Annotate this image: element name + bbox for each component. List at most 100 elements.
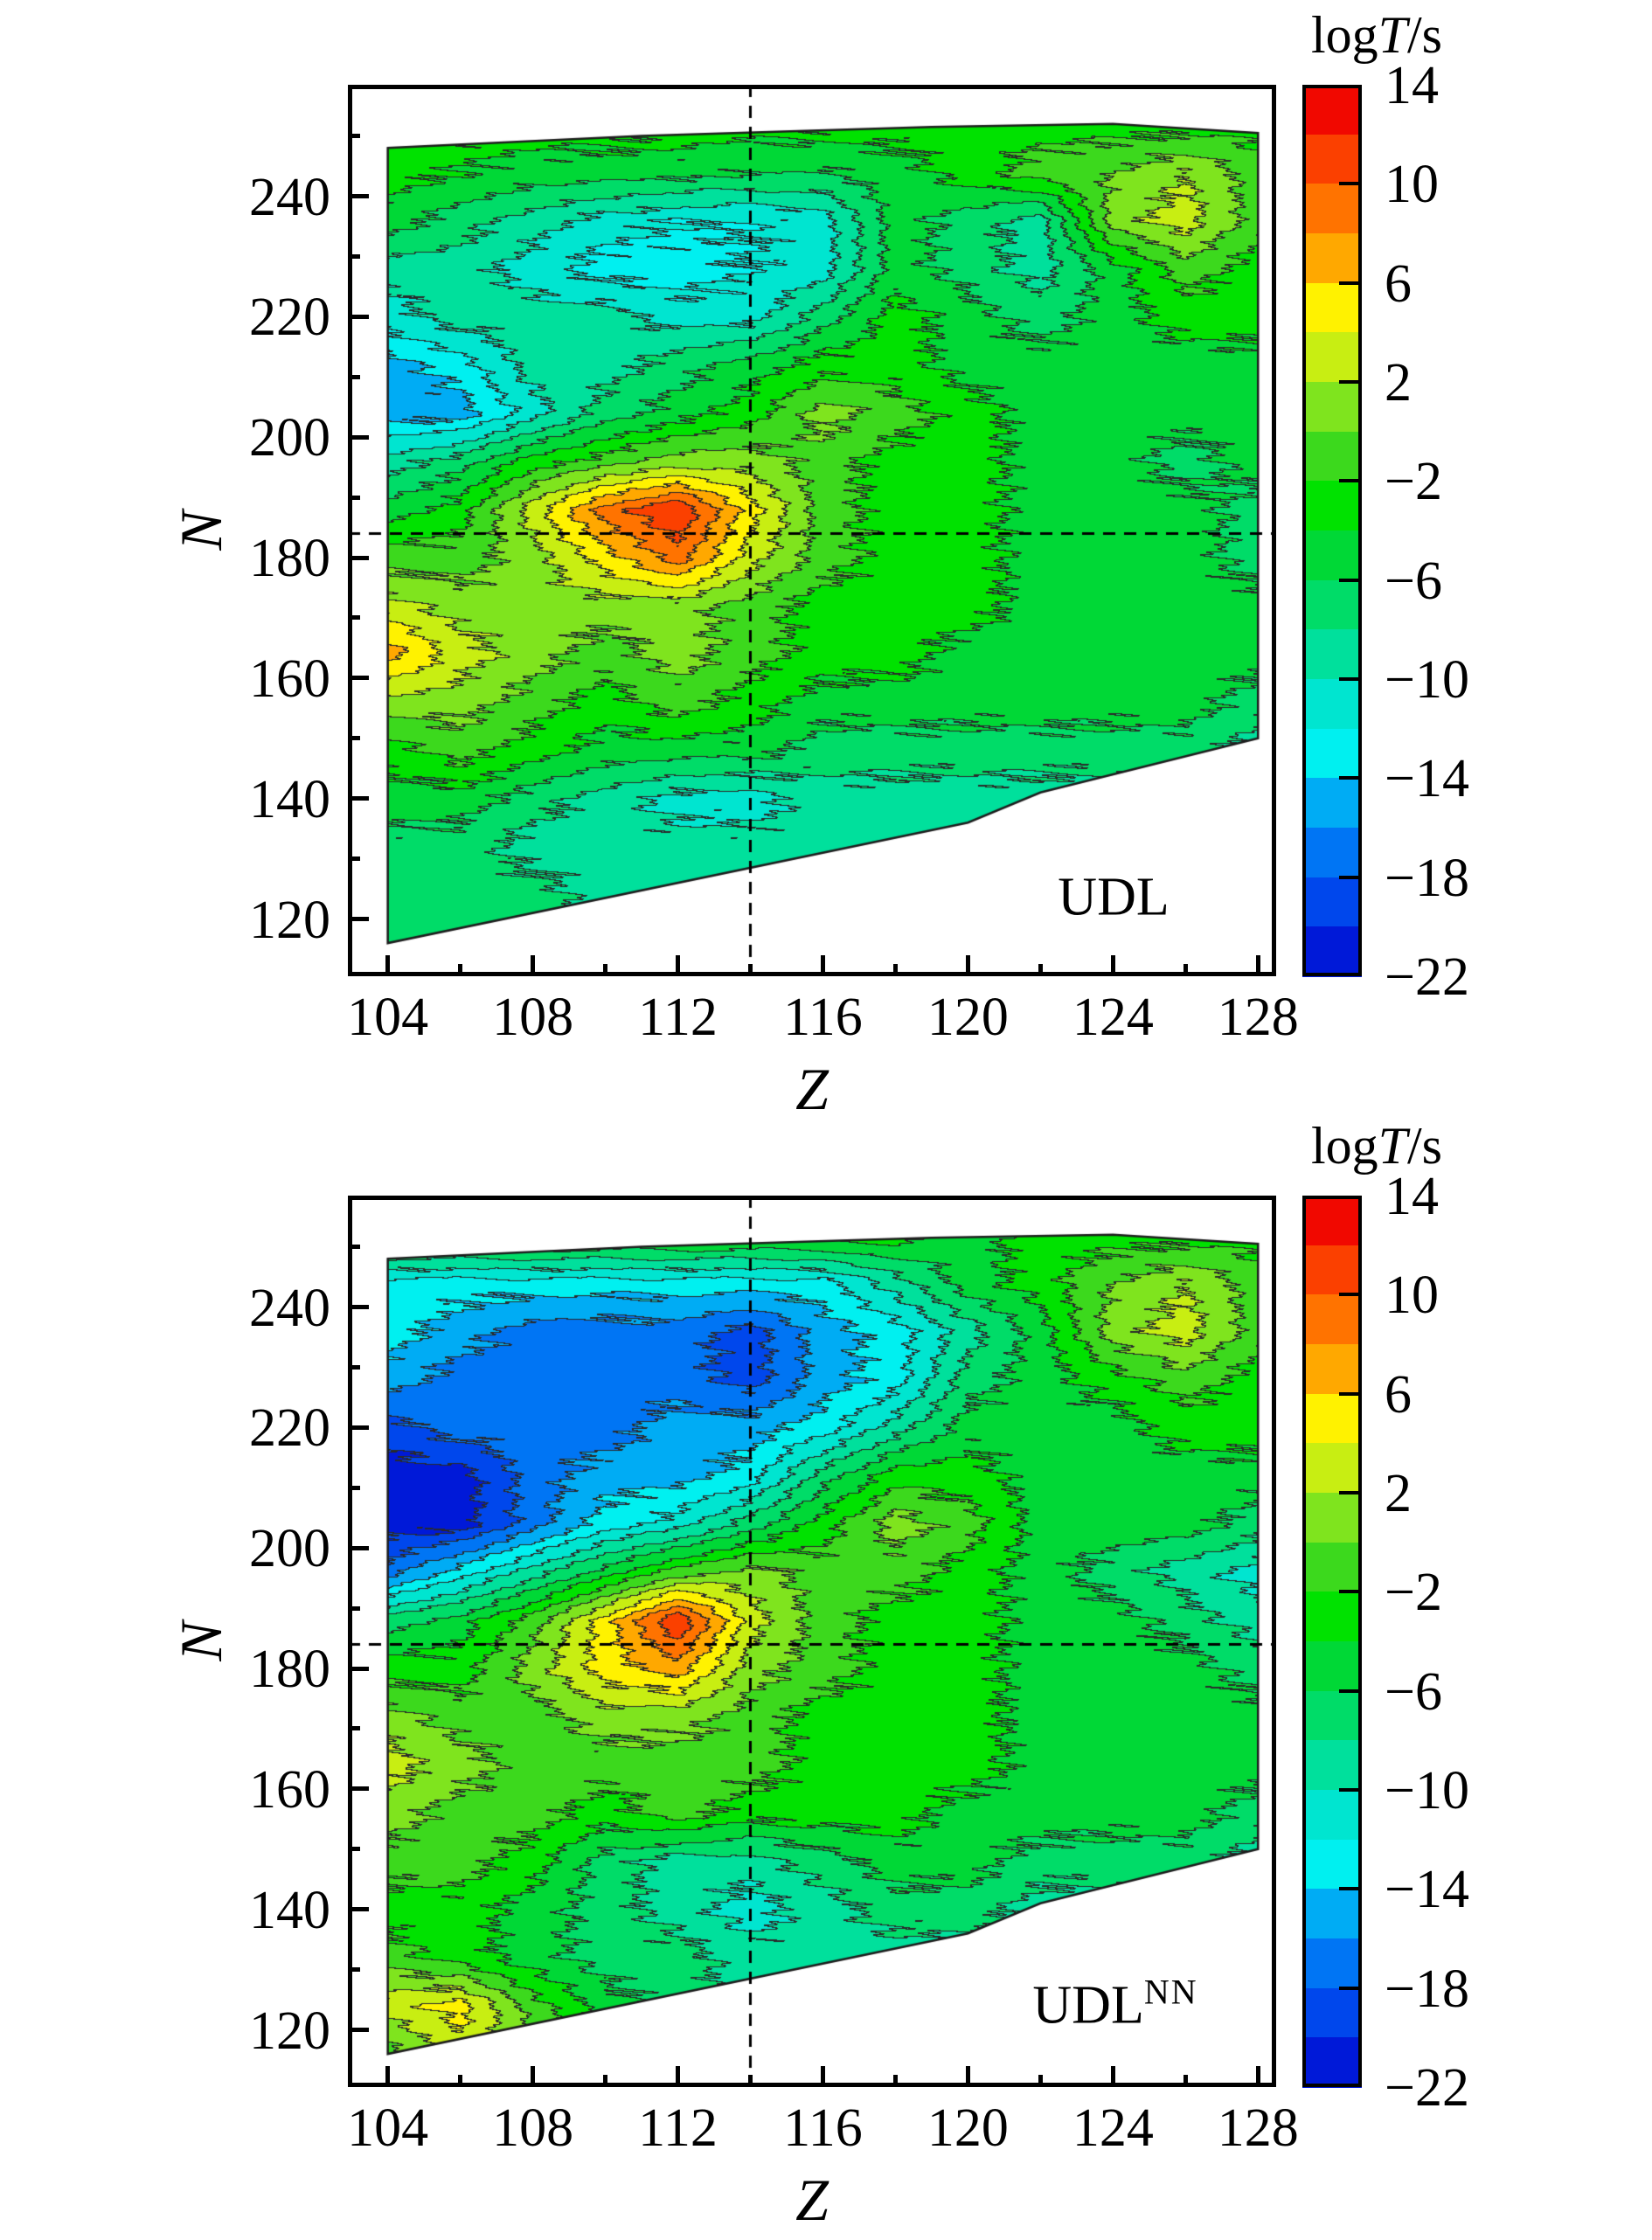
colorbar-tick bbox=[1339, 1590, 1358, 1594]
colorbar-tick-label: −14 bbox=[1385, 749, 1469, 809]
x-minor-tick bbox=[458, 964, 463, 976]
x-major-tick bbox=[1110, 2066, 1115, 2087]
y-tick-label: 220 bbox=[249, 1398, 330, 1459]
y-tick-label: 220 bbox=[249, 288, 330, 348]
colorbar-band bbox=[1302, 1790, 1362, 1841]
colorbar-tick-label: 10 bbox=[1385, 1266, 1439, 1326]
x-major-tick bbox=[820, 2066, 825, 2087]
x-major-tick bbox=[531, 2066, 536, 2087]
x-minor-tick bbox=[603, 2075, 608, 2087]
colorbar-band bbox=[1302, 1592, 1362, 1642]
x-tick-label: 104 bbox=[347, 988, 429, 1047]
x-tick-label: 116 bbox=[783, 988, 863, 1047]
y-minor-tick bbox=[348, 253, 360, 259]
colorbar-tick bbox=[1339, 776, 1358, 780]
x-tick-label: 124 bbox=[1072, 2098, 1154, 2158]
colorbar-band bbox=[1302, 1542, 1362, 1592]
y-tick-label: 200 bbox=[249, 1519, 330, 1579]
colorbar-tick-label: 10 bbox=[1385, 155, 1439, 215]
x-major-tick bbox=[1110, 955, 1115, 976]
colorbar-band bbox=[1302, 1889, 1362, 1939]
colorbar-udl bbox=[1302, 85, 1362, 977]
colorbar-band bbox=[1302, 679, 1362, 730]
y-minor-tick bbox=[348, 856, 360, 862]
colorbar-title-log: log bbox=[1310, 1117, 1378, 1175]
x-tick-label: 120 bbox=[927, 988, 1009, 1047]
colorbar-tick-label: −2 bbox=[1385, 452, 1442, 512]
colorbar-band bbox=[1302, 431, 1362, 482]
colorbar-title-T: T bbox=[1378, 1117, 1408, 1175]
x-minor-tick bbox=[1183, 964, 1188, 976]
colorbar-tick-label: 14 bbox=[1385, 56, 1439, 115]
heatmap-canvas-udl bbox=[348, 85, 1276, 976]
colorbar-tick-label: 14 bbox=[1385, 1167, 1439, 1226]
y-major-tick bbox=[348, 1786, 369, 1792]
plot-area-udlnn: UDLNN bbox=[348, 1196, 1276, 2087]
colorbar-tick-label: −10 bbox=[1385, 1761, 1469, 1820]
x-minor-tick bbox=[892, 964, 898, 976]
y-minor-tick bbox=[348, 1847, 360, 1852]
colorbar-tick bbox=[1339, 1887, 1358, 1891]
colorbar-tick bbox=[1339, 1986, 1358, 1990]
y-major-tick bbox=[348, 1545, 369, 1550]
x-tick-label: 124 bbox=[1072, 988, 1154, 1047]
y-major-tick bbox=[348, 2028, 369, 2033]
y-tick-label: 140 bbox=[249, 1880, 330, 1940]
colorbar-band bbox=[1302, 629, 1362, 680]
colorbar-tick-label: −10 bbox=[1385, 650, 1469, 710]
colorbar-title-unit: /s bbox=[1407, 6, 1443, 64]
x-minor-tick bbox=[1038, 2075, 1043, 2087]
y-major-tick bbox=[348, 1907, 369, 1912]
x-tick-label: 112 bbox=[638, 988, 718, 1047]
y-major-tick bbox=[348, 194, 369, 198]
x-major-tick bbox=[1255, 2066, 1260, 2087]
colorbar-band bbox=[1302, 1344, 1362, 1395]
y-tick-label: 180 bbox=[249, 1640, 330, 1699]
colorbar-band bbox=[1302, 1196, 1362, 1246]
panel-label-superscript: NN bbox=[1143, 1972, 1198, 2012]
colorbar-title-log: log bbox=[1310, 6, 1378, 64]
colorbar-band bbox=[1302, 481, 1362, 531]
colorbar-title-T: T bbox=[1378, 6, 1408, 64]
y-major-tick bbox=[348, 796, 369, 801]
colorbar-band bbox=[1302, 1443, 1362, 1494]
colorbar-band bbox=[1302, 1839, 1362, 1890]
y-major-tick bbox=[348, 314, 369, 319]
colorbar-tick bbox=[1339, 677, 1358, 681]
y-major-tick bbox=[348, 1666, 369, 1671]
y-tick-label: 240 bbox=[249, 167, 330, 227]
x-major-tick bbox=[1255, 955, 1260, 976]
colorbar-band bbox=[1302, 282, 1362, 333]
x-tick-label: 116 bbox=[783, 2098, 863, 2158]
panel-label-text: UDL bbox=[1032, 1975, 1144, 2035]
colorbar-band bbox=[1302, 1690, 1362, 1741]
y-major-tick bbox=[348, 1305, 369, 1309]
colorbar-tick-label: −6 bbox=[1385, 551, 1442, 611]
x-major-tick bbox=[531, 955, 536, 976]
colorbar-tick-label: 6 bbox=[1385, 253, 1412, 314]
y-minor-tick bbox=[348, 1485, 360, 1490]
y-major-tick bbox=[348, 1425, 369, 1430]
x-tick-label: 108 bbox=[492, 2098, 574, 2158]
x-tick-label: 104 bbox=[347, 2098, 429, 2158]
y-major-tick bbox=[348, 434, 369, 440]
colorbar-title-udl: logT/s bbox=[1311, 9, 1442, 61]
colorbar-tick-label: −22 bbox=[1385, 947, 1469, 1007]
panel-label-udlnn: UDLNN bbox=[1032, 1972, 1197, 2037]
colorbar-tick bbox=[1339, 1689, 1358, 1693]
colorbar-tick bbox=[1339, 1391, 1358, 1396]
y-minor-tick bbox=[348, 736, 360, 741]
y-tick-label: 180 bbox=[249, 529, 330, 588]
y-major-tick bbox=[348, 555, 369, 560]
colorbar-tick bbox=[1339, 578, 1358, 582]
y-minor-tick bbox=[348, 374, 360, 379]
x-major-tick bbox=[385, 955, 391, 976]
x-minor-tick bbox=[458, 2075, 463, 2087]
colorbar-tick bbox=[1339, 875, 1358, 879]
x-major-tick bbox=[676, 955, 680, 976]
colorbar-band bbox=[1302, 184, 1362, 234]
y-minor-tick bbox=[348, 1364, 360, 1370]
colorbar-tick bbox=[1339, 380, 1358, 384]
x-axis-label-udl: Z bbox=[795, 1056, 829, 1122]
